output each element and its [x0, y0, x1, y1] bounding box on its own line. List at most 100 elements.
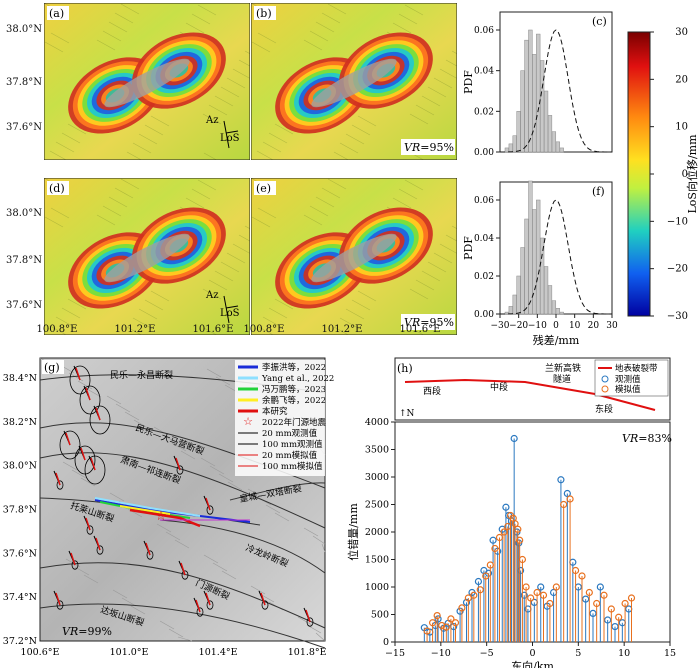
terrain-texture [445, 234, 457, 242]
gnss-ellipse [56, 480, 64, 490]
terrain-texture [185, 22, 205, 34]
slip-point [582, 595, 590, 603]
gnss-modeled-vector [55, 472, 61, 486]
map-lat-tick: 37.4°N [3, 592, 37, 603]
terrain-texture [208, 104, 228, 116]
x-tick-label: 10 [569, 321, 581, 331]
terrain-texture [114, 12, 134, 24]
relief-texture [109, 492, 125, 502]
terrain-texture [96, 214, 116, 226]
colorbar-tick-label: 10 [675, 122, 688, 133]
los-colorbar: 30 20 10 0 −10 −20 −30 LoS向位移/mm [627, 27, 699, 322]
terrain-texture [257, 207, 277, 219]
slip-point [578, 572, 586, 580]
legend-entry: 100 mm观测值 [262, 439, 323, 450]
legend-marker [601, 375, 609, 383]
histogram-bar [559, 311, 564, 315]
terrain-texture [251, 41, 271, 53]
terrain-texture [398, 13, 418, 25]
colorbar-tick-label: −10 [667, 216, 688, 227]
x-tick-label: −20 [509, 321, 528, 331]
decorrelation-zone [104, 233, 190, 283]
los-arrow [225, 130, 239, 134]
terrain-texture [102, 30, 122, 42]
vr-symbol: VR [404, 141, 420, 154]
slip-point [596, 583, 604, 591]
slip-point [482, 572, 490, 580]
slip-point [511, 520, 519, 528]
terrain-texture [67, 298, 87, 310]
terrain-texture [232, 68, 250, 79]
terrain-texture [220, 86, 240, 98]
terrain-texture [415, 104, 435, 116]
terrain-texture [421, 95, 441, 107]
insar-lon-tick: 101.2°E [114, 324, 156, 335]
terrain-texture [409, 113, 429, 125]
y-tick-label: 0 [383, 637, 389, 648]
terrain-texture [257, 32, 277, 44]
gnss-ellipse [84, 455, 106, 485]
terrain-texture [55, 141, 75, 153]
terrain-texture [220, 261, 240, 273]
slip-point [546, 599, 554, 608]
histogram-bar [532, 209, 537, 315]
terrain-texture [44, 216, 64, 228]
terrain-texture [197, 179, 217, 191]
terrain-texture [126, 151, 143, 160]
slip-point [615, 613, 623, 621]
histogram-bar [543, 266, 549, 315]
slip-point [533, 588, 541, 597]
terrain-texture [327, 178, 347, 190]
terrain-texture [309, 205, 329, 217]
vr-symbol: VR [622, 432, 638, 445]
relief-texture [83, 574, 99, 584]
relief-texture [203, 554, 219, 564]
colorbar-tick-label: 30 [675, 27, 688, 38]
slip-point [451, 619, 460, 627]
vr-value: VR=95% [404, 316, 454, 329]
terrain-texture [315, 21, 335, 33]
terrain-texture [274, 298, 294, 310]
terrain-texture [232, 243, 250, 254]
insar-lon-tick: 100.8°E [36, 324, 78, 335]
terrain-texture [333, 151, 350, 160]
slip-point [423, 627, 431, 635]
legend-entry: 100 mm模拟值 [262, 461, 323, 472]
slip-point [520, 591, 528, 599]
slip-point [604, 616, 612, 624]
insar-lon-tick: 100.8°E [243, 324, 285, 335]
north-arrow: ↑N [399, 409, 415, 419]
terrain-texture [50, 32, 70, 44]
gnss-modeled-vector [205, 497, 211, 511]
terrain-texture [339, 142, 359, 154]
histogram-bar [547, 285, 553, 315]
fault-line [159, 519, 326, 574]
terrain-texture [108, 21, 128, 33]
relief-texture [171, 442, 187, 452]
slip-point [510, 434, 518, 443]
segment-label: 西段 [423, 385, 441, 397]
histogram-bar [551, 300, 557, 315]
vr-box [401, 314, 455, 330]
slip-point [571, 566, 580, 575]
slip-point [527, 594, 535, 602]
terrain-texture [327, 3, 347, 15]
x-tick-label: 5 [575, 648, 581, 659]
x-tick-label: 0 [553, 321, 559, 331]
histogram-bar [504, 147, 509, 153]
gnss-modeled-vector [305, 609, 311, 623]
relief-texture [168, 628, 184, 638]
slip-point [589, 609, 597, 617]
slip-point [434, 615, 442, 623]
terrain-texture [202, 113, 222, 125]
relief-texture [215, 376, 231, 386]
terrain-texture [226, 77, 246, 89]
gnss-modeled-vector [65, 432, 71, 446]
gnss-modeled-vector [180, 562, 186, 576]
histogram-bar [536, 33, 541, 153]
legend-entry: 冯万鹏等，2023 [262, 384, 326, 395]
x-tick-label: 30 [606, 321, 618, 331]
terrain-texture [144, 124, 164, 136]
gnss-ellipse [146, 550, 154, 560]
